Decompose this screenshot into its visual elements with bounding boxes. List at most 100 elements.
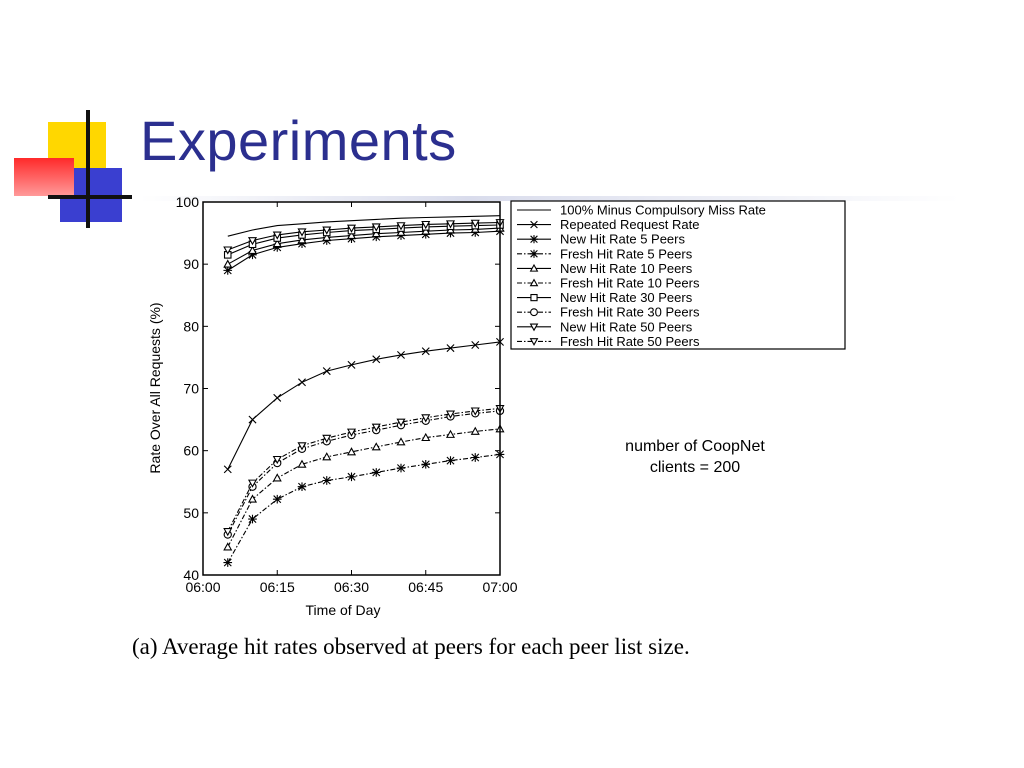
legend-marker [529,278,539,287]
y-tick-label: 60 [183,443,199,459]
data-point [247,494,258,503]
data-point [470,426,480,435]
data-point [297,459,307,468]
series-8 [223,406,505,539]
series-line [227,410,501,535]
data-point [470,219,480,228]
data-point [397,350,405,359]
data-point [371,423,381,432]
data-point [347,472,356,482]
logo-vertical-line [86,110,90,228]
data-point [445,220,456,229]
data-point [223,246,233,255]
data-point [371,442,381,451]
y-tick-label: 40 [183,567,199,583]
series-9 [223,219,505,255]
y-tick-label: 90 [183,256,199,272]
series-10 [223,404,505,537]
series-line [227,227,501,265]
legend-entry: Fresh Hit Rate 5 Peers [517,246,693,261]
legend-entry: New Hit Rate 10 Peers [517,261,693,276]
data-point [272,238,282,248]
data-point [421,220,431,230]
data-point [371,223,381,232]
legend-entry: Fresh Hit Rate 50 Peers [517,334,700,349]
slide-title: Experiments [140,109,457,172]
title-underline [140,196,960,201]
series-line [227,224,501,256]
data-point [223,266,233,275]
data-point [247,479,258,488]
legend-entry: Fresh Hit Rate 10 Peers [517,276,700,291]
legend-label: New Hit Rate 50 Peers [560,319,693,334]
series-line [227,428,501,548]
legend-entry: New Hit Rate 50 Peers [517,319,693,334]
data-point [297,442,307,451]
legend-marker [530,308,538,317]
series-line [227,221,501,251]
data-point [298,378,306,387]
data-point [248,415,257,424]
x-tick-label: 06:00 [185,579,220,595]
data-point [346,224,357,233]
data-point [470,407,480,416]
series-1 [227,215,501,237]
data-point [371,468,381,477]
legend-frame [510,200,846,350]
data-point [371,228,381,238]
series-4 [223,450,505,567]
legend-entry: New Hit Rate 5 Peers [517,232,685,247]
legend-label: New Hit Rate 30 Peers [560,290,693,305]
figure-caption: (a) Average hit rates observed at peers … [132,634,690,659]
legend-label: Fresh Hit Rate 5 Peers [560,246,693,261]
data-point [347,360,356,369]
data-point [223,465,232,474]
data-point [272,243,282,252]
legend-label: Repeated Request Rate [560,217,699,232]
data-point [421,347,430,356]
slide-logo-decoration [0,100,140,230]
legend-label: New Hit Rate 5 Peers [560,232,685,247]
data-point [248,250,257,260]
legend-label: Fresh Hit Rate 50 Peers [560,334,700,349]
data-point [297,228,307,237]
data-point [445,429,456,438]
series-6 [223,424,505,551]
data-point [346,230,357,239]
axis-ticks: 40 50 60 70 80 90 100 06:00 06:15 06:30 06:45 07:00 [176,194,518,595]
x-tick-label: 06:15 [260,579,295,595]
annotation-line-2: clients = 200 [649,459,741,476]
data-point [223,528,233,537]
legend-label: Fresh Hit Rate 10 Peers [560,276,700,291]
data-point [272,494,282,504]
data-point [223,542,233,551]
x-tick-label: 06:45 [408,579,443,595]
legend-marker [530,293,538,302]
data-point [421,414,431,423]
y-axis-label: Rate Over All Requests (%) [147,302,163,473]
data-point [297,482,307,492]
data-point [297,235,307,244]
data-point [470,453,480,462]
data-point [297,239,307,248]
logo-horizontal-line [48,195,132,199]
y-tick-label: 70 [183,381,199,397]
data-point [471,340,480,349]
data-point [421,432,431,442]
data-point [248,514,257,524]
series-line [227,407,501,532]
series-5 [223,223,505,268]
data-point [445,410,456,419]
legend-label: New Hit Rate 10 Peers [560,261,693,276]
series-line [227,215,501,237]
x-tick-label: 06:30 [334,579,369,595]
data-point [421,226,431,235]
data-point [396,463,406,473]
annotation-line-1: number of CoopNet [625,438,765,455]
legend-marker [529,235,539,244]
legend-entry: Repeated Request Rate [517,217,699,232]
data-point [223,259,233,268]
x-tick-label: 07:00 [482,579,517,595]
data-point [396,227,406,236]
